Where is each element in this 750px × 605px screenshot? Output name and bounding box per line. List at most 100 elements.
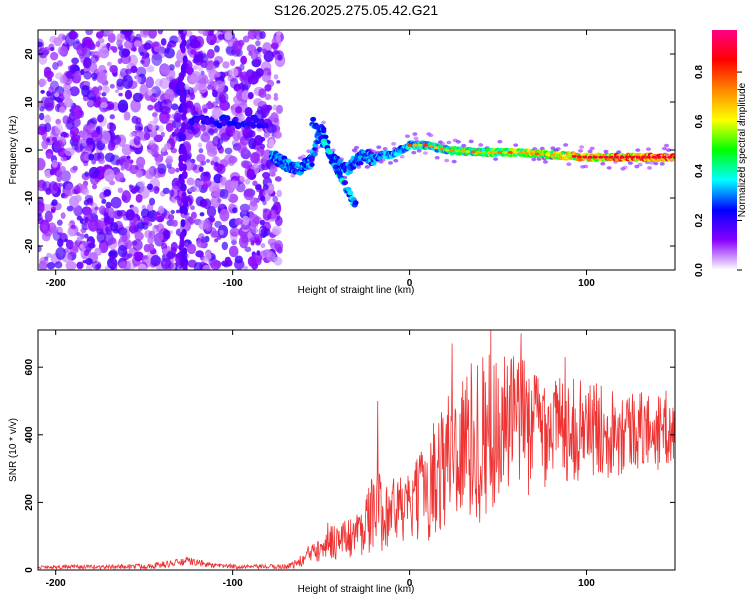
spectrogram-cell [439, 141, 445, 146]
spectrogram-cell [214, 71, 221, 78]
spectrogram-cell [117, 244, 128, 258]
spectrogram-cell [109, 114, 115, 120]
spectrogram-cell [143, 42, 152, 50]
spectrogram-cell [647, 166, 653, 170]
spectrogram-cell [132, 92, 143, 103]
spectrogram-cell [203, 219, 211, 229]
spectrogram-cell [197, 142, 203, 148]
spectrogram-cell [90, 54, 99, 64]
y-tick-label: 0 [24, 147, 35, 153]
spectrogram-cell [592, 155, 598, 159]
spectrogram-cell [41, 139, 49, 150]
spectrogram-cell [578, 149, 584, 153]
snr-y-label: SNR (10 * v/v) [8, 418, 19, 482]
spectrogram-cell [428, 144, 434, 148]
spectrogram-cell [147, 89, 153, 96]
spectrogram-cell [579, 145, 585, 149]
spectrogram-cell [267, 79, 275, 88]
spectrogram-cell [439, 147, 444, 151]
spectrogram-x-label: Height of straight line (km) [298, 285, 415, 296]
spectrogram-cell [71, 241, 79, 252]
spectrogram-cell [555, 147, 561, 151]
spectrogram-cell [96, 231, 106, 244]
x-tick-label: -200 [46, 578, 66, 589]
spectrogram-cell [82, 188, 90, 196]
spectrogram-cell [523, 151, 529, 155]
spectrogram-cell [254, 184, 262, 191]
spectrogram-cell [64, 147, 75, 157]
spectrogram-cell [380, 158, 386, 162]
spectrogram-cell [56, 175, 62, 183]
spectrogram-cell [178, 30, 184, 35]
spectrogram-cell [159, 77, 170, 90]
spectrogram-cell [81, 206, 92, 216]
spectrogram-cell [153, 46, 161, 53]
spectrogram-cell [256, 250, 261, 256]
spectrogram-cell [382, 146, 388, 151]
spectrogram-cell [125, 43, 133, 50]
spectrogram-cell [306, 149, 312, 153]
spectrogram-cell [411, 150, 417, 155]
spectrogram-cell [446, 140, 452, 145]
spectrogram-cell [603, 149, 609, 154]
spectrogram-cell [508, 151, 513, 154]
spectrogram-cell [110, 134, 122, 146]
spectrogram-cell [423, 151, 429, 155]
colorbar: 0.0 0.2 0.4 0.6 0.8 Normalized spectral ampl… [694, 30, 748, 277]
spectrogram-cell [313, 124, 320, 130]
spectrogram-cell [228, 155, 238, 164]
spectrogram-cell [259, 143, 266, 150]
spectrogram-cell [142, 55, 147, 60]
spectrogram-cell [110, 265, 115, 270]
spectrogram-cell [238, 234, 249, 249]
spectrogram-cell [184, 242, 189, 247]
spectrogram-cell [656, 155, 662, 159]
spectrogram-cell [95, 125, 103, 135]
spectrogram-cell [97, 37, 105, 44]
spectrogram-cell [468, 139, 474, 144]
spectrogram-cell [198, 83, 208, 94]
spectrogram-cell [147, 104, 154, 111]
spectrogram-cell [104, 168, 115, 183]
spectrogram-cell [129, 131, 136, 138]
spectrogram-cell [542, 160, 548, 164]
spectrogram-cell [273, 92, 278, 98]
spectrogram-cell [616, 150, 622, 154]
spectrogram-cell [120, 33, 125, 39]
spectrogram-cell [71, 134, 81, 143]
spectrogram-cell [54, 261, 63, 269]
spectrogram-cell [76, 236, 83, 242]
spectrogram-cell [38, 112, 45, 121]
spectrogram-cell [204, 235, 210, 243]
snr-x-ticks: -200 -100 0 100 [46, 330, 595, 589]
spectrogram-cell [68, 195, 80, 208]
spectrogram-cell [108, 256, 114, 263]
spectrogram-cell [147, 120, 158, 131]
spectrogram-cell [116, 78, 124, 87]
spectrogram-cell [121, 190, 132, 204]
spectrogram-cell [550, 146, 556, 150]
x-tick-label: 0 [407, 278, 413, 289]
spectrogram-cell [130, 187, 138, 194]
spectrogram-cell [229, 172, 241, 182]
spectrogram-cell [219, 100, 231, 111]
spectrogram-cell [104, 225, 113, 233]
spectrogram-cell [664, 143, 670, 148]
spectrogram-cell [213, 80, 225, 92]
spectrogram-cell [98, 205, 107, 215]
spectrogram-cell [84, 233, 89, 239]
spectrogram-cell [157, 205, 165, 214]
spectrogram-cell [218, 203, 225, 209]
spectrogram-cell [210, 259, 222, 270]
spectrogram-cell [64, 238, 69, 243]
spectrogram-cell [249, 121, 256, 128]
spectrogram-cell [251, 227, 259, 234]
spectrogram-cell [174, 60, 181, 68]
spectrogram-cell [214, 45, 220, 53]
spectrogram-cell [262, 171, 271, 179]
spectrogram-cell [43, 46, 50, 56]
spectrogram-cell [46, 91, 51, 97]
spectrogram-cell [118, 261, 127, 269]
spectrogram-cell [217, 137, 224, 145]
spectrogram-cell [341, 180, 348, 186]
